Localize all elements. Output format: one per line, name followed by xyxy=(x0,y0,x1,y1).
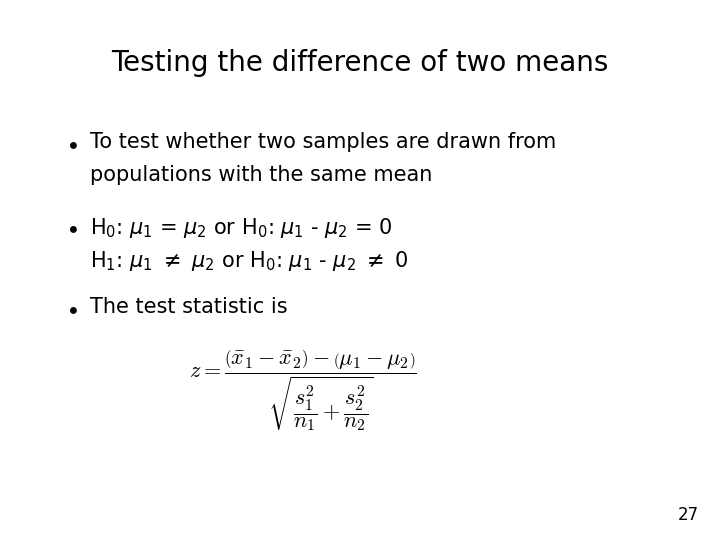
Text: H$_0$: $\mu_1$ = $\mu_2$ or H$_0$: $\mu_1$ - $\mu_2$ = 0: H$_0$: $\mu_1$ = $\mu_2$ or H$_0$: $\mu_… xyxy=(90,216,392,240)
Text: The test statistic is: The test statistic is xyxy=(90,297,287,317)
Text: Testing the difference of two means: Testing the difference of two means xyxy=(112,49,608,77)
Text: $\bullet$: $\bullet$ xyxy=(65,297,78,321)
Text: 27: 27 xyxy=(678,506,698,524)
Text: $\bullet$: $\bullet$ xyxy=(65,216,78,240)
Text: $\bullet$: $\bullet$ xyxy=(65,132,78,156)
Text: H$_1$: $\mu_1$ $\neq$ $\mu_2$ or H$_0$: $\mu_1$ - $\mu_2$ $\neq$ 0: H$_1$: $\mu_1$ $\neq$ $\mu_2$ or H$_0$: … xyxy=(90,249,409,273)
Text: populations with the same mean: populations with the same mean xyxy=(90,165,433,185)
Text: To test whether two samples are drawn from: To test whether two samples are drawn fr… xyxy=(90,132,557,152)
Text: $z = \dfrac{\left(\bar{x}_1 - \bar{x}_2\right)-\left(\mu_1 - \mu_2\right)}{\sqrt: $z = \dfrac{\left(\bar{x}_1 - \bar{x}_2\… xyxy=(189,348,416,434)
